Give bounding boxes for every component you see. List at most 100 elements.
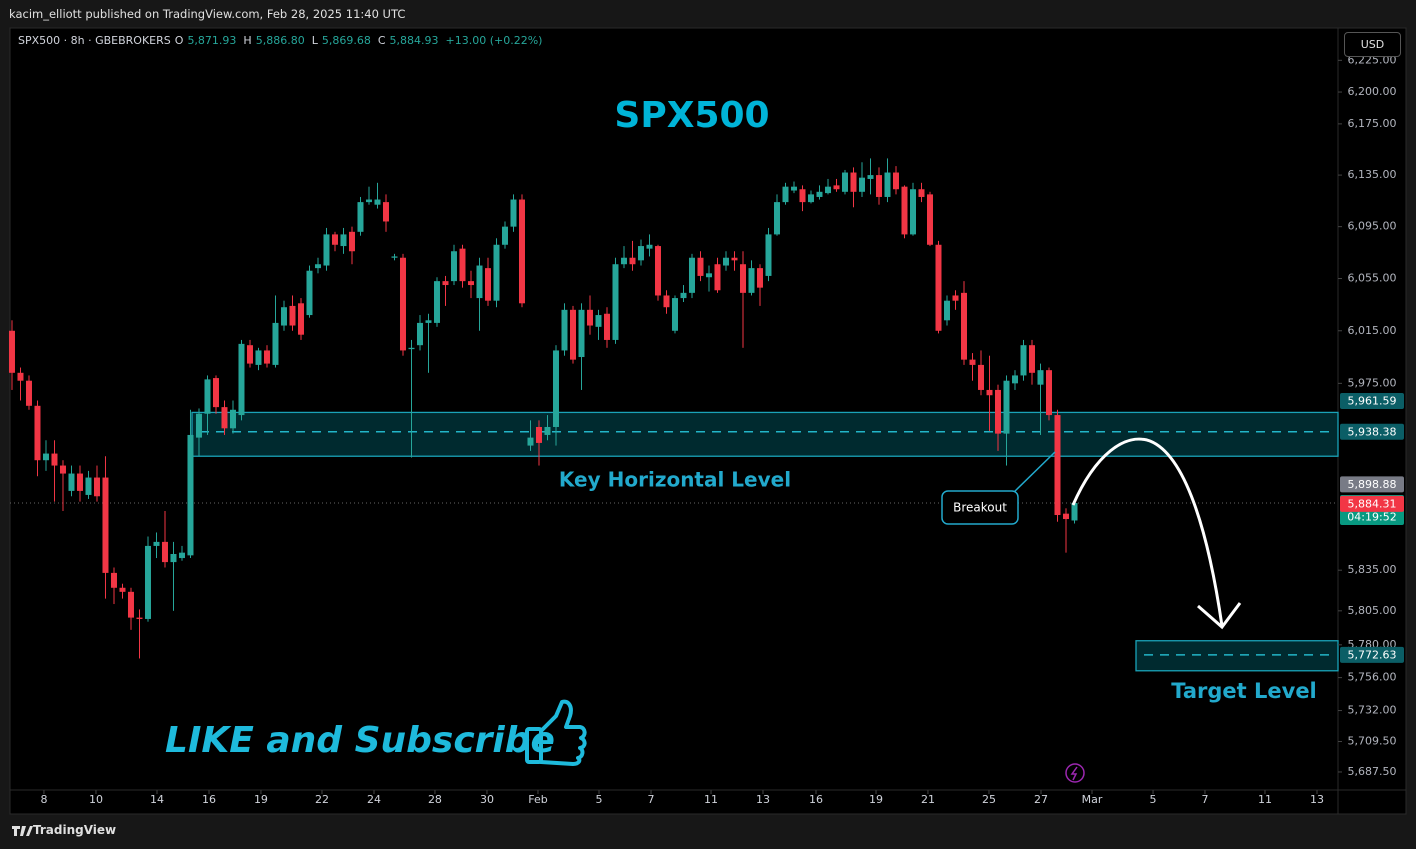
x-tick-label: 16	[202, 793, 216, 806]
candle-body	[255, 350, 262, 365]
price-tag-label: 5,772.63	[1348, 648, 1397, 661]
candle-body	[578, 309, 585, 358]
ohlc-key: O	[174, 34, 184, 47]
x-tick-label: 22	[315, 793, 329, 806]
candle-body	[314, 264, 321, 269]
candle-body	[42, 453, 49, 461]
candle-body	[926, 194, 933, 245]
change: +13.00 (+0.22%)	[445, 34, 543, 47]
candle-body	[680, 292, 687, 299]
y-tick-label: 5,732.00	[1348, 704, 1397, 717]
price-tag	[1340, 476, 1404, 493]
x-tick-label: 8	[40, 793, 47, 806]
candle-body	[833, 185, 840, 190]
candle-body	[705, 273, 712, 278]
candle-body	[943, 300, 950, 321]
candle-body	[238, 343, 245, 416]
candle-body	[663, 295, 670, 308]
candle-body	[841, 172, 848, 192]
candle-body	[1003, 380, 1010, 434]
candle-body	[51, 453, 58, 466]
candle-body	[416, 322, 423, 346]
candle-body	[459, 248, 466, 282]
candle-body	[144, 545, 151, 619]
x-tick-label: 10	[89, 793, 103, 806]
x-tick-label: 5	[1150, 793, 1157, 806]
candle-body	[297, 303, 304, 335]
x-tick-label: 30	[480, 793, 494, 806]
x-tick-label: 11	[1258, 793, 1272, 806]
candle-body	[119, 587, 126, 592]
y-tick-label: 5,835.00	[1348, 563, 1397, 576]
candle-body	[68, 473, 75, 491]
candle-body	[382, 202, 389, 222]
projection-arrow	[1071, 437, 1224, 627]
candle-body	[204, 379, 211, 414]
candle-body	[306, 270, 313, 316]
candle-body	[901, 186, 908, 235]
price-tag-label: 5,938.38	[1348, 425, 1397, 438]
candle-body	[467, 281, 474, 286]
candle-body	[867, 175, 874, 179]
candle-body	[918, 189, 925, 197]
ohlc-value: 5,869.68	[321, 34, 371, 47]
chart-frame	[9, 27, 1407, 815]
candle-body	[654, 246, 661, 296]
candle-body	[773, 202, 780, 235]
candle-body	[714, 264, 721, 291]
ohlc-key: H	[243, 34, 252, 47]
target-level-label: Target Level	[1171, 679, 1317, 703]
ohlc-value: 5,871.93	[187, 34, 237, 47]
callout-box	[941, 490, 1019, 525]
thumb-hand	[539, 699, 587, 766]
y-tick-label: 6,135.00	[1348, 168, 1397, 181]
y-tick-label: 6,175.00	[1348, 117, 1397, 130]
candle-body	[535, 426, 542, 443]
currency-button[interactable]: USD	[1344, 32, 1401, 57]
ohlc-key: L	[311, 34, 318, 47]
y-tick-label: 6,055.00	[1348, 272, 1397, 285]
cta-text: LIKE and Subscribe	[165, 720, 555, 761]
callout-text: Breakout	[953, 501, 1007, 515]
candle-body	[178, 552, 185, 559]
key-level-label: Key Horizontal Level	[559, 468, 791, 492]
candle-body	[161, 541, 168, 563]
x-tick-label: 13	[756, 793, 770, 806]
candle-body	[875, 175, 882, 197]
candle-body	[246, 345, 253, 364]
candle-body	[960, 292, 967, 360]
y-tick-label: 6,095.00	[1348, 220, 1397, 233]
candle-body	[391, 256, 398, 258]
candle-body	[187, 434, 194, 556]
candle-body	[799, 189, 806, 203]
price-tag	[1340, 646, 1404, 663]
candle-body	[484, 268, 491, 301]
y-tick-label: 5,687.50	[1348, 765, 1397, 778]
candle-body	[722, 257, 729, 266]
brand-logo	[12, 826, 33, 836]
candle-body	[1071, 503, 1078, 521]
x-tick-label: 19	[254, 793, 268, 806]
candle-body	[1054, 415, 1061, 516]
zone	[191, 411, 1339, 457]
candle-body	[289, 305, 296, 326]
candle-body	[425, 320, 432, 323]
candle-body	[782, 186, 789, 203]
candle-body	[408, 347, 415, 350]
x-tick-label: 16	[809, 793, 823, 806]
candle-body	[17, 372, 24, 381]
candle-body	[263, 350, 270, 364]
candle-body	[561, 309, 568, 351]
x-tick-label: 14	[150, 793, 164, 806]
x-tick-label: 19	[869, 793, 883, 806]
candle-body	[221, 407, 228, 429]
candle-body	[731, 257, 738, 261]
candle-body	[824, 186, 831, 194]
x-tick-label: 21	[921, 793, 935, 806]
candle-body	[629, 257, 636, 265]
candle-body	[272, 322, 279, 365]
candle-body	[620, 257, 627, 265]
alert-icon	[1065, 763, 1085, 783]
candle-body	[1028, 345, 1035, 373]
